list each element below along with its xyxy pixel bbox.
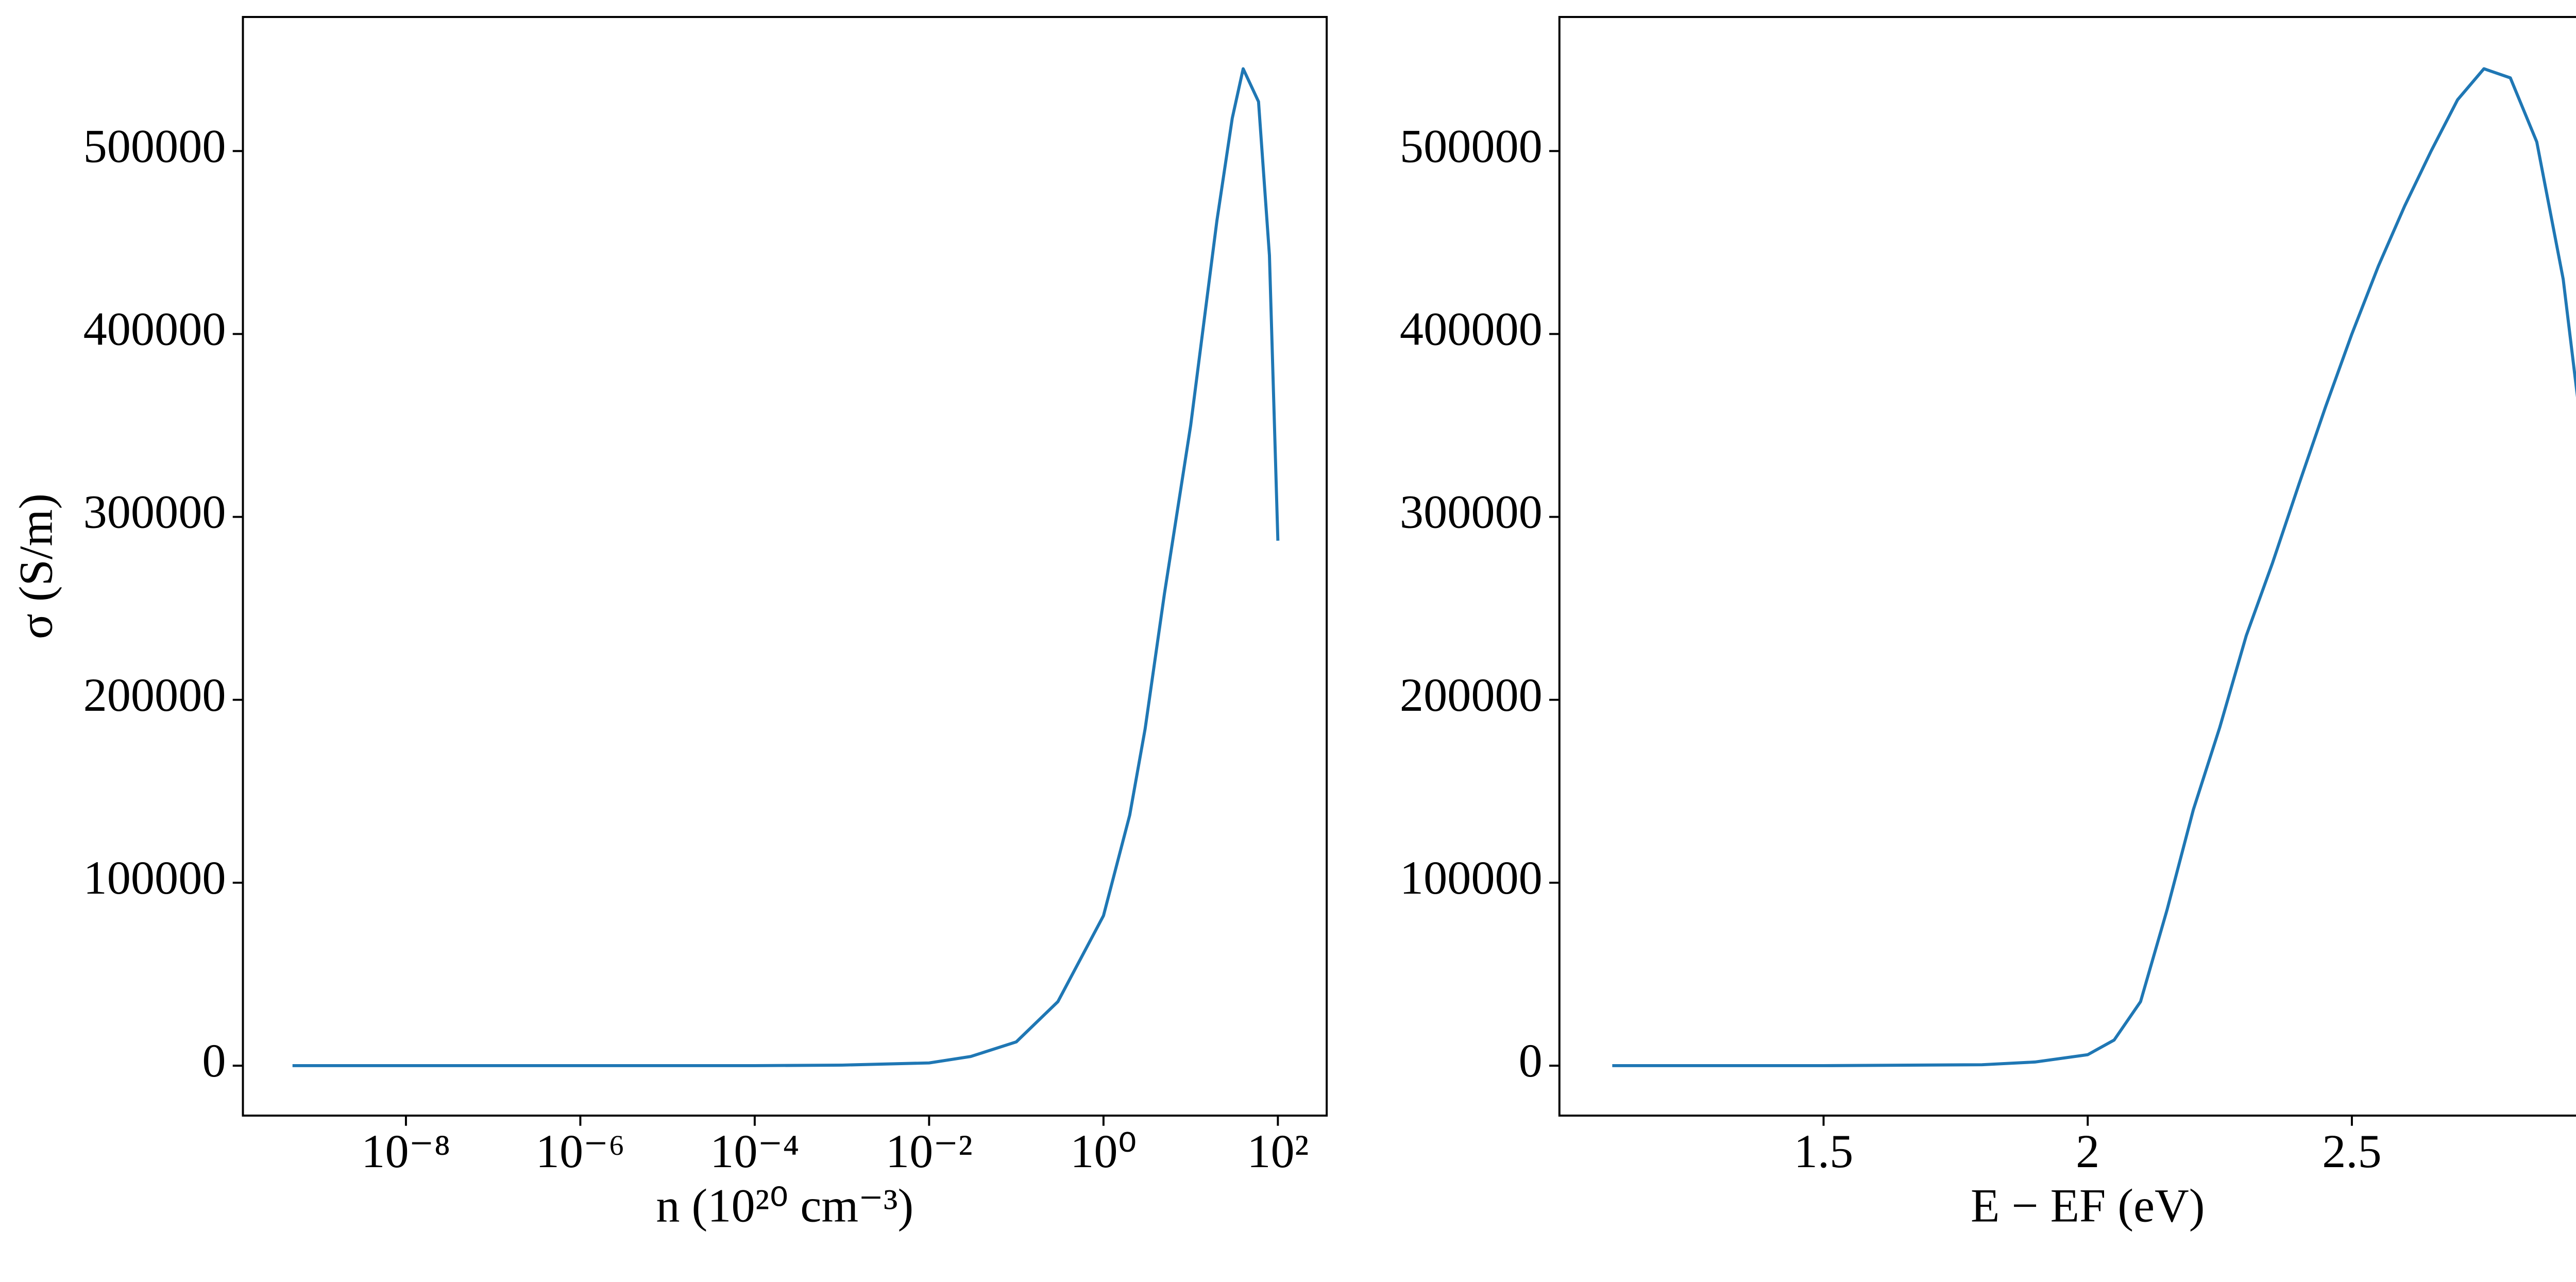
y-tick-label: 400000 bbox=[83, 303, 226, 355]
y-tick-label: 100000 bbox=[1400, 851, 1543, 904]
data-line bbox=[292, 67, 1280, 1067]
x-tick-label: 10⁻⁶ bbox=[536, 1125, 625, 1177]
plot-frame bbox=[242, 15, 1328, 1117]
y-tick-label: 0 bbox=[202, 1034, 226, 1087]
data-line bbox=[1612, 67, 2576, 1067]
x-tick-label: 10² bbox=[1247, 1125, 1309, 1177]
y-axis-label: σ (S/m) bbox=[9, 493, 62, 639]
y-tick-label: 500000 bbox=[1400, 119, 1543, 172]
x-axis-label: n (10²⁰ cm⁻³) bbox=[656, 1180, 913, 1232]
y-tick-label: 200000 bbox=[1400, 669, 1543, 721]
plot-frame bbox=[1558, 15, 2576, 1117]
y-tick-label: 200000 bbox=[83, 669, 226, 721]
x-tick-label: 2 bbox=[2076, 1125, 2099, 1177]
x-tick-label: 10⁰ bbox=[1070, 1125, 1137, 1177]
y-tick-label: 300000 bbox=[83, 486, 226, 538]
y-tick-label: 400000 bbox=[1400, 303, 1543, 355]
x-tick-label: 2.5 bbox=[2322, 1125, 2381, 1177]
x-tick-label: 10⁻⁸ bbox=[361, 1125, 450, 1177]
y-tick-label: 0 bbox=[1519, 1034, 1543, 1087]
y-tick-label: 500000 bbox=[83, 119, 226, 172]
x-tick-label: 10⁻² bbox=[886, 1125, 973, 1177]
y-tick-label: 300000 bbox=[1400, 486, 1543, 538]
x-tick-label: 1.5 bbox=[1794, 1125, 1853, 1177]
x-tick-label: 10⁻⁴ bbox=[710, 1125, 799, 1177]
x-axis-label: E − EF (eV) bbox=[1971, 1180, 2205, 1232]
y-tick-label: 100000 bbox=[83, 851, 226, 904]
